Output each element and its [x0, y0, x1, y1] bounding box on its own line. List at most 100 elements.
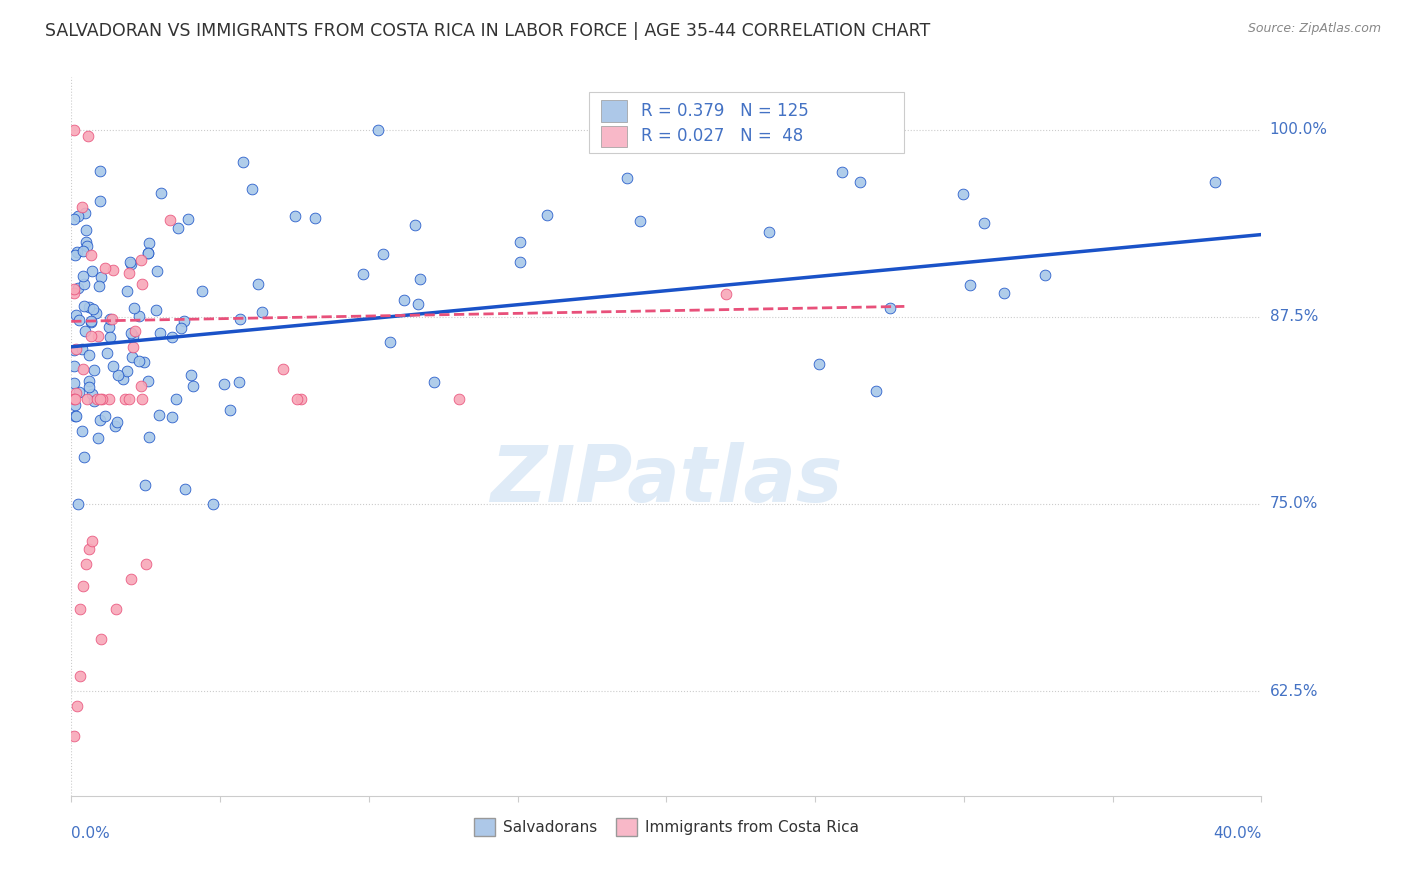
Point [67, 377, 90, 392]
Point [72, 417, 94, 431]
Point [75, 557, 97, 571]
Legend: Salvadorans, Immigrants from Costa Rica: Salvadorans, Immigrants from Costa Rica [468, 812, 865, 842]
Point [69, 669, 91, 683]
Point [80, 268, 103, 282]
Point [120, 572, 142, 586]
Point [101, 304, 124, 318]
Point [84, 128, 107, 143]
Point [201, 365, 224, 379]
Point [509, 236, 531, 251]
Point [76, 392, 98, 407]
Text: ZIPatlas: ZIPatlas [491, 442, 842, 517]
Point [76, 123, 98, 137]
Point [63, 317, 86, 331]
FancyBboxPatch shape [600, 101, 627, 122]
Point [879, 166, 901, 180]
Point [67, 166, 90, 180]
Point [73, 239, 96, 253]
Point [86, 214, 108, 228]
Point [76, 398, 98, 412]
Point [63, 289, 86, 303]
Point [87, 421, 110, 435]
Point [80, 534, 103, 549]
Point [104, 601, 127, 615]
Point [352, 227, 374, 241]
Point [89, 305, 111, 319]
Point [128, 325, 150, 339]
Point [121, 352, 143, 367]
Point [89, 392, 111, 407]
Text: R = 0.379   N = 125: R = 0.379 N = 125 [641, 103, 808, 120]
Text: 0.0%: 0.0% [72, 826, 110, 841]
Point [129, 392, 152, 407]
Point [406, 196, 429, 211]
Point [191, 286, 214, 301]
Point [73, 403, 96, 417]
Point [129, 384, 152, 399]
Point [89, 359, 111, 374]
Point [180, 368, 202, 383]
Point [73, 393, 96, 408]
Text: 40.0%: 40.0% [1213, 826, 1261, 841]
Point [120, 343, 142, 357]
Point [72, 381, 94, 395]
Point [865, 278, 887, 293]
Point [1035, 164, 1057, 178]
Point [77, 497, 100, 511]
Point [149, 326, 172, 340]
Point [63, 248, 86, 262]
Point [893, 392, 915, 407]
Point [138, 326, 160, 340]
Point [173, 265, 195, 279]
Point [993, 229, 1015, 244]
Point [72, 579, 94, 593]
Point [80, 281, 103, 295]
Point [138, 265, 160, 279]
Point [714, 392, 737, 407]
Point [176, 319, 198, 334]
Text: 87.5%: 87.5% [1270, 310, 1317, 325]
Point [758, 215, 780, 229]
Point [132, 328, 155, 343]
Text: 100.0%: 100.0% [1270, 122, 1327, 137]
Point [77, 541, 100, 556]
Point [378, 216, 401, 230]
Point [87, 328, 110, 343]
Point [66, 258, 89, 272]
Point [82, 341, 104, 355]
Point [304, 347, 326, 361]
Point [232, 366, 254, 380]
Point [73, 244, 96, 259]
Point [240, 342, 263, 356]
Text: Source: ZipAtlas.com: Source: ZipAtlas.com [1247, 22, 1381, 36]
Text: 75.0%: 75.0% [1270, 497, 1317, 511]
Point [616, 247, 638, 261]
Point [65, 264, 87, 278]
Point [83, 341, 105, 355]
Point [79, 423, 101, 437]
Point [98, 415, 121, 429]
Point [160, 344, 183, 359]
Point [83, 497, 105, 511]
Point [212, 297, 235, 311]
Point [160, 469, 183, 483]
Point [131, 392, 153, 407]
Point [849, 141, 872, 155]
Point [174, 253, 197, 268]
Point [1204, 123, 1226, 137]
Point [63, 729, 86, 743]
Point [287, 194, 309, 209]
Point [72, 384, 94, 399]
Point [114, 277, 136, 292]
Point [90, 368, 112, 382]
Point [290, 392, 312, 407]
Point [101, 311, 124, 326]
Point [75, 392, 97, 407]
Point [105, 221, 128, 235]
Point [121, 301, 143, 315]
Text: 62.5%: 62.5% [1270, 683, 1319, 698]
Point [219, 193, 242, 207]
Point [87, 267, 110, 281]
Point [404, 214, 426, 228]
Point [82, 417, 104, 432]
